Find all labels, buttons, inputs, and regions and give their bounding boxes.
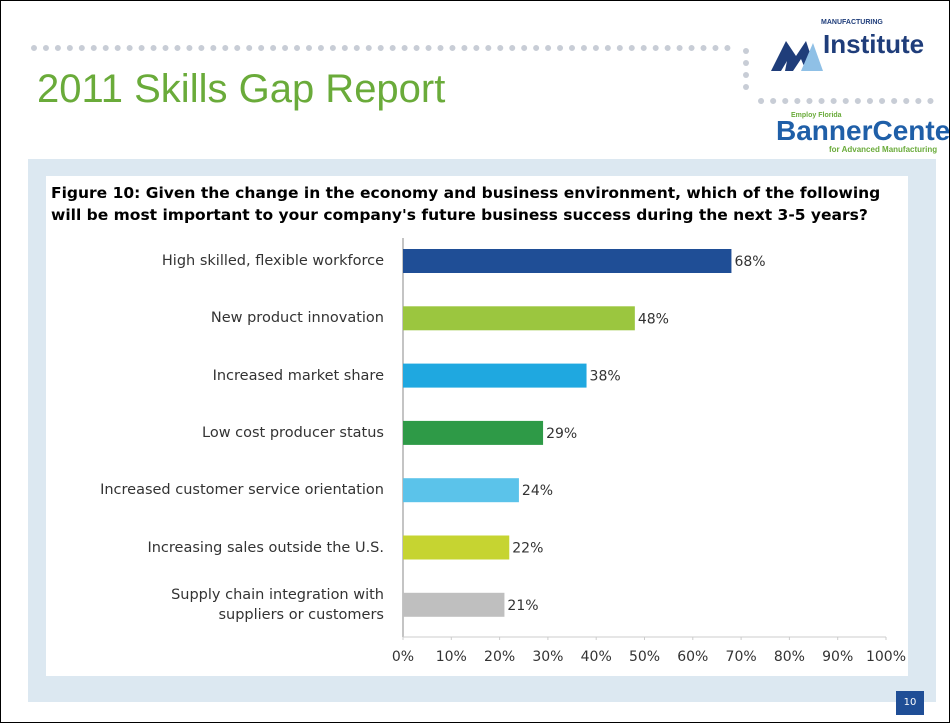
x-tick-label: 60% (677, 649, 708, 665)
bar (403, 478, 519, 503)
value-label: 29% (546, 426, 577, 442)
value-label: 24% (522, 483, 553, 499)
x-tick-label: 0% (392, 649, 414, 665)
page-number: 10 (896, 691, 924, 715)
value-label: 68% (734, 254, 765, 270)
value-label: 22% (512, 541, 543, 557)
logo-sub: for Advanced Manufacturing (829, 145, 938, 154)
bar (403, 249, 732, 273)
x-tick-label: 10% (436, 649, 467, 665)
category-label: Low cost producer status (202, 424, 384, 441)
x-tick-label: 70% (726, 649, 757, 665)
logo-institute: Institute (823, 29, 925, 59)
category-label: Increasing sales outside the U.S. (147, 539, 384, 556)
dotted-rule (31, 45, 731, 51)
category-label: New product innovation (210, 310, 384, 327)
logo-bannercenter: BannerCenter (776, 115, 950, 146)
chart-title: Figure 10: Given the change in the econo… (51, 184, 881, 224)
x-tick-label: 40% (581, 649, 612, 665)
bar (403, 363, 587, 388)
x-tick-label: 20% (484, 649, 515, 665)
bar (403, 420, 544, 445)
x-tick-label: 90% (822, 649, 853, 665)
logo-small: Employ Florida (791, 112, 842, 119)
x-tick-label: 100% (866, 649, 906, 665)
category-label: Increased market share (212, 367, 384, 384)
slide-title: 2011 Skills Gap Report (37, 67, 446, 111)
x-tick-label: 30% (532, 649, 563, 665)
category-label: Increased customer service orientation (100, 482, 384, 499)
value-label: 38% (590, 369, 621, 385)
bar (403, 535, 510, 560)
value-label: 21% (507, 598, 538, 614)
value-label: 48% (638, 311, 669, 327)
bar (403, 306, 635, 331)
x-tick-label: 50% (629, 649, 660, 665)
x-tick-label: 80% (774, 649, 805, 665)
category-label: Supply chain integration with suppliers … (171, 586, 384, 623)
bar (403, 592, 505, 617)
category-label: High skilled, flexible workforce (161, 253, 384, 269)
logo-small: MANUFACTURING (821, 19, 883, 26)
